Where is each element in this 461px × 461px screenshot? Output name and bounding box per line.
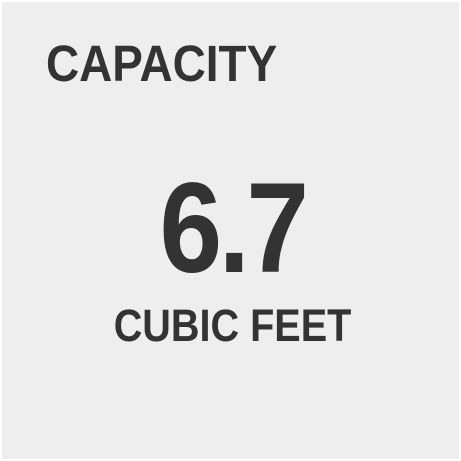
spec-unit: CUBIC FEET bbox=[113, 300, 352, 351]
spec-heading: CAPACITY bbox=[46, 35, 278, 92]
spec-value: 6.7 bbox=[159, 157, 309, 300]
